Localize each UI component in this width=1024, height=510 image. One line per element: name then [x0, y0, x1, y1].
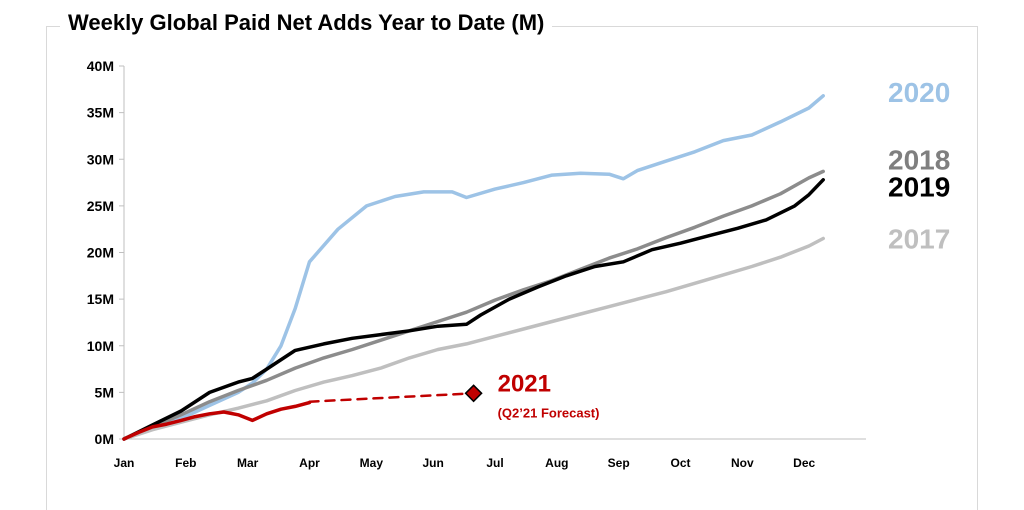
- y-tick-label: 35M: [87, 105, 114, 121]
- forecast-marker: [464, 384, 483, 403]
- x-tick-label: Aug: [545, 456, 568, 470]
- x-tick-label: Jan: [114, 456, 135, 470]
- y-tick-label: 10M: [87, 338, 114, 354]
- x-tick-label: Mar: [237, 456, 259, 470]
- x-tick-label: Apr: [299, 456, 320, 470]
- y-tick-label: 30M: [87, 151, 114, 167]
- axes: [119, 65, 866, 440]
- y-tick-label: 0M: [95, 431, 114, 447]
- series-lines: [122, 94, 825, 441]
- forecast-annotation: 2021 (Q2’21 Forecast): [464, 370, 600, 420]
- series-label-2017: 2017: [888, 224, 950, 255]
- series-line-2021: [122, 400, 312, 441]
- series-label-2020: 2020: [888, 77, 950, 108]
- series-label-2018: 2018: [888, 144, 950, 175]
- x-tick-label: Feb: [175, 456, 196, 470]
- y-tick-label: 15M: [87, 291, 114, 307]
- x-tick-label: Nov: [731, 456, 754, 470]
- series-line-2017: [122, 236, 825, 441]
- y-tick-label: 5M: [95, 384, 114, 400]
- y-tick-label: 20M: [87, 245, 114, 261]
- series-line-2019: [122, 178, 825, 441]
- tick-labels: 0M 5M 10M 15M 20M 25M 30M 35M 40M Jan Feb Mar Apr May…: [87, 58, 816, 470]
- x-tick-label: Sep: [608, 456, 630, 470]
- series-label-2019: 2019: [888, 171, 950, 202]
- chart-title: Weekly Global Paid Net Adds Year to Date…: [60, 10, 553, 36]
- y-tick-label: 40M: [87, 58, 114, 74]
- x-tick-label: Jun: [422, 456, 443, 470]
- x-tick-label: Dec: [793, 456, 815, 470]
- series-line-2018: [122, 169, 825, 441]
- series-line-2021-forecast: [308, 392, 475, 403]
- x-tick-label: Jul: [486, 456, 503, 470]
- x-tick-label: May: [360, 456, 384, 470]
- annotation-sublabel: (Q2’21 Forecast): [498, 405, 600, 420]
- annotation-label: 2021: [498, 370, 551, 397]
- x-tick-label: Oct: [670, 456, 690, 470]
- y-tick-label: 25M: [87, 198, 114, 214]
